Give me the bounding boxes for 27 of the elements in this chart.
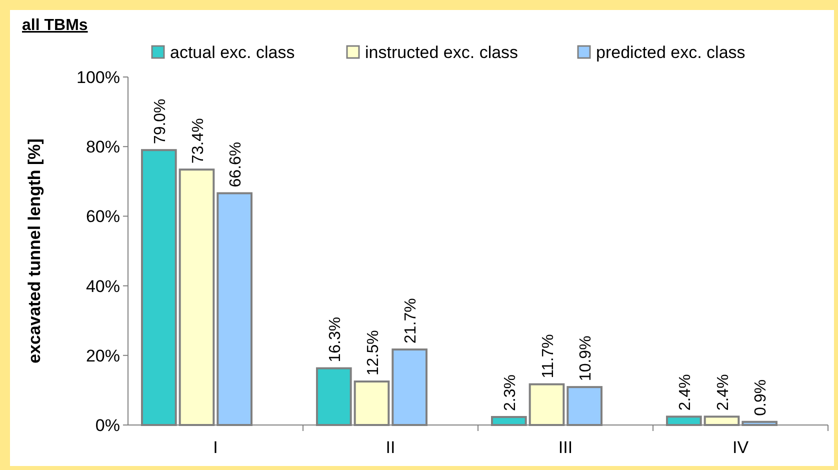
x-tick-label: IV [732,438,750,457]
y-tick-label: 0% [95,416,120,435]
data-label: 21.7% [402,298,420,344]
x-tick-label: II [386,438,396,457]
legend-label: predicted exc. class [596,43,746,62]
y-tick-label: 100% [76,68,120,87]
legend-label: actual exc. class [170,43,295,62]
data-label: 16.3% [326,316,344,362]
data-label: 79.0% [152,98,169,144]
y-tick-label: 80% [86,138,120,157]
data-label: 73.4% [190,118,207,164]
data-label: 10.9% [578,336,595,382]
data-label: 2.4% [676,374,694,411]
legend-label: instructed exc. class [365,43,518,62]
data-label: 11.7% [540,334,557,378]
x-tick-label: I [213,438,218,457]
x-tick-label: III [558,438,573,457]
data-label: 66.6% [228,142,245,188]
data-label: 2.4% [714,374,732,411]
chart-title: all TBMs [22,17,88,34]
y-tick-label: 40% [86,276,120,296]
data-label: 12.5% [364,330,382,376]
data-label: 0.9% [752,379,770,416]
y-tick-label: 20% [86,346,120,366]
y-axis-title: excavated tunnel length [%] [25,138,44,364]
y-tick-label: 60% [86,207,120,226]
data-label: 2.3% [502,374,519,411]
